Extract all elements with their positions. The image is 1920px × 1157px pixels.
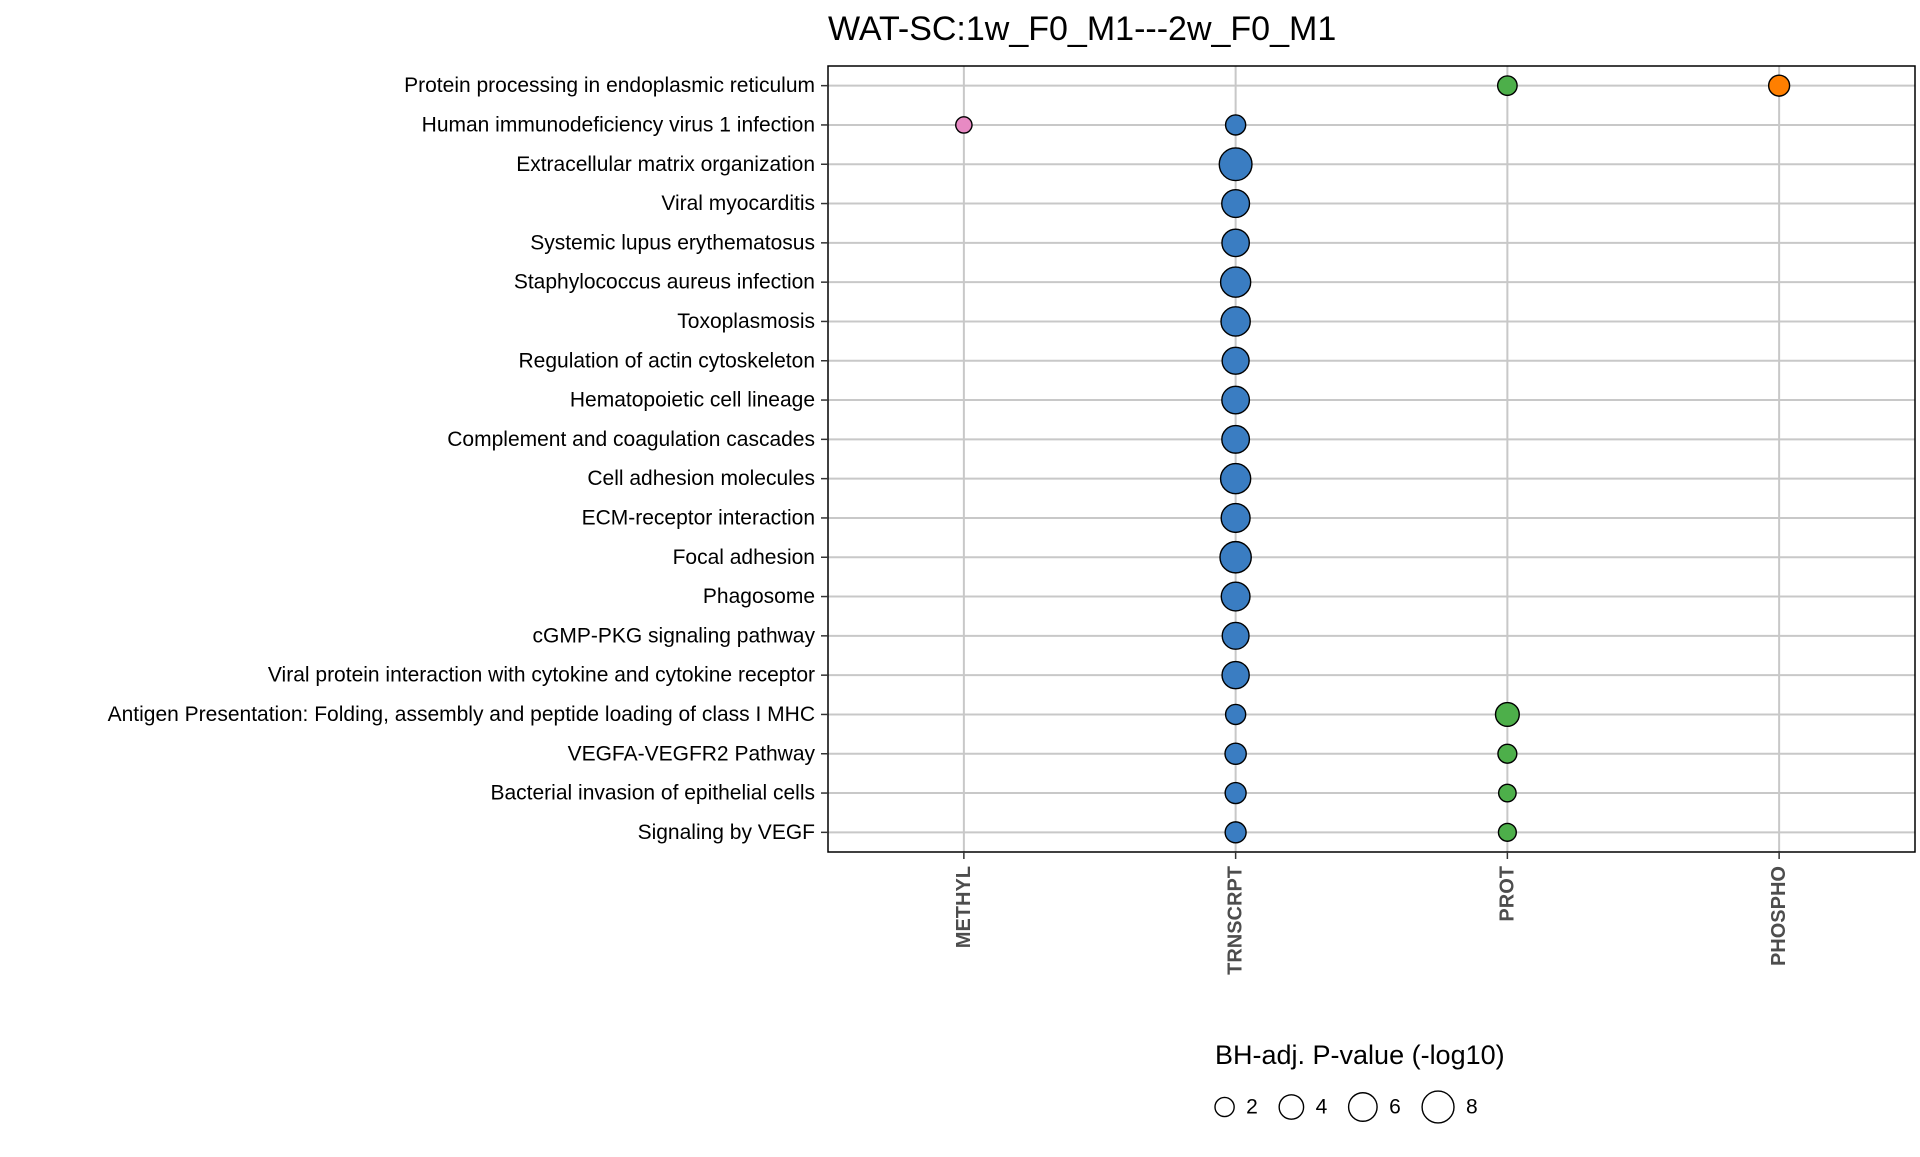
legend-key: [1214, 1096, 1235, 1118]
y-tick-label: Viral protein interaction with cytokine …: [268, 664, 815, 687]
y-tick-label: Complement and coagulation cascades: [447, 428, 815, 451]
y-tick-label: Staphylococcus aureus infection: [514, 271, 815, 294]
plot-border: [827, 65, 1916, 853]
data-point: [1221, 228, 1251, 258]
data-point: [1221, 660, 1250, 690]
y-tick-label: ECM-receptor interaction: [582, 506, 815, 529]
legend-title: BH-adj. P-value (-log10): [1215, 1040, 1505, 1070]
y-tick-label: Human immunodeficiency virus 1 infection: [422, 113, 815, 136]
y-tick-label: Viral myocarditis: [661, 192, 815, 215]
data-point: [1218, 147, 1253, 182]
y-tick-label: Protein processing in endoplasmic reticu…: [404, 74, 815, 97]
data-point: [1497, 783, 1517, 803]
y-tick-label: Regulation of actin cytoskeleton: [518, 349, 815, 372]
y-tick-label: VEGFA-VEGFR2 Pathway: [568, 742, 816, 765]
x-tick-label: PROT: [1496, 866, 1518, 922]
data-point: [1496, 75, 1518, 97]
legend-label: 8: [1466, 1096, 1478, 1119]
x-tick-label: PHOSPHO: [1768, 866, 1790, 966]
x-tick-label: TRNSCRPT: [1225, 866, 1247, 975]
data-points: [955, 74, 1791, 844]
x-axis: METHYL TRNSCRPT PROT PHOSPHO: [953, 852, 1790, 975]
y-tick-label: Extracellular matrix organization: [516, 153, 815, 176]
data-point: [1224, 821, 1247, 844]
data-point: [1224, 781, 1247, 805]
y-tick-label: Signaling by VEGF: [638, 821, 815, 844]
legend-items: 2 4 6 8: [1214, 1090, 1478, 1124]
y-tick-label: Toxoplasmosis: [677, 310, 815, 333]
x-tick-label: METHYL: [953, 866, 975, 948]
data-point: [1497, 822, 1517, 842]
data-point: [1219, 266, 1252, 298]
size-legend: BH-adj. P-value (-log10) 2 4 6 8: [1214, 1040, 1505, 1124]
grid-lines: [828, 66, 1915, 852]
y-tick-label: Bacterial invasion of epithelial cells: [490, 782, 815, 805]
y-tick-label: Cell adhesion molecules: [587, 467, 815, 490]
data-point: [1220, 306, 1251, 337]
y-tick-label: Focal adhesion: [673, 546, 815, 569]
data-point: [1221, 188, 1251, 219]
y-tick-label: Antigen Presentation: Folding, assembly …: [108, 703, 815, 726]
data-point: [1221, 385, 1251, 415]
data-point: [1220, 581, 1251, 612]
y-axis: Protein processing in endoplasmic reticu…: [108, 74, 828, 844]
data-point: [1221, 621, 1250, 650]
plot-panel: [828, 66, 1915, 852]
data-point: [1497, 743, 1518, 764]
y-tick-label: Systemic lupus erythematosus: [530, 231, 815, 254]
data-point: [1224, 742, 1247, 766]
data-point: [1767, 74, 1791, 97]
y-tick-label: Phagosome: [703, 585, 815, 608]
data-point: [1220, 502, 1251, 534]
legend-label: 2: [1246, 1096, 1258, 1119]
y-tick-label: Hematopoietic cell lineage: [570, 389, 815, 412]
data-point: [955, 116, 973, 134]
chart-title: WAT-SC:1w_F0_M1---2w_F0_M1: [828, 10, 1336, 48]
legend-label: 4: [1316, 1096, 1328, 1119]
data-point: [1224, 114, 1247, 136]
legend-key: [1347, 1092, 1378, 1122]
data-point: [1219, 462, 1252, 495]
data-point: [1221, 346, 1250, 375]
data-point: [1221, 424, 1251, 454]
data-point: [1224, 703, 1247, 726]
legend-label: 6: [1389, 1096, 1401, 1119]
legend-key: [1278, 1094, 1305, 1120]
legend-key: [1421, 1090, 1455, 1124]
y-tick-label: cGMP-PKG signaling pathway: [533, 624, 816, 647]
data-point: [1494, 701, 1520, 728]
data-point: [1219, 540, 1252, 574]
